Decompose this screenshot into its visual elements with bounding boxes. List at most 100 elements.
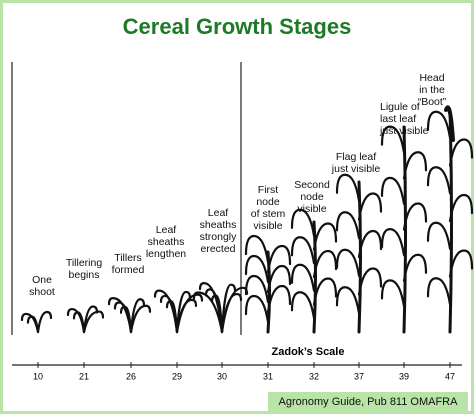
scale-label: 29: [172, 371, 182, 381]
stage-label: of stem: [251, 208, 286, 220]
leaf: [426, 277, 452, 306]
stage-label: visible: [253, 220, 282, 232]
stage-label: sheaths: [148, 236, 185, 248]
leaf: [266, 284, 292, 314]
stage-label: in the: [419, 84, 445, 96]
leaf: [82, 310, 105, 334]
stage-label: Tillering: [66, 257, 103, 269]
leaf: [402, 151, 428, 180]
stage-label: begins: [69, 269, 100, 281]
stage-label: Tillers: [114, 252, 142, 264]
leaf: [220, 283, 237, 334]
scale-title: Zadok’s Scale: [272, 346, 345, 358]
stage-label: Head: [419, 72, 444, 84]
scale-label: 26: [126, 371, 136, 381]
plant: [153, 289, 204, 334]
leaf: [448, 193, 474, 223]
stage-label: shoot: [29, 286, 55, 298]
leaf: [448, 249, 474, 278]
stage-label: lengthen: [146, 248, 186, 260]
stage-label: last leaf: [380, 113, 416, 125]
leaf: [244, 254, 270, 284]
scale-label: 37: [354, 371, 364, 381]
leaf: [335, 248, 361, 277]
plant: [380, 125, 428, 334]
leaf: [357, 229, 383, 259]
scale-label: 39: [399, 371, 409, 381]
leaf: [175, 293, 204, 334]
leaf: [129, 298, 146, 334]
leaf: [153, 289, 179, 334]
stage-label: Leaf: [156, 224, 177, 236]
leaf: [244, 294, 270, 324]
scale-label: 21: [79, 371, 89, 381]
leaf: [290, 208, 316, 237]
plant: [244, 234, 292, 334]
leaf: [380, 279, 406, 308]
leaf: [192, 291, 224, 334]
leaf: [290, 263, 316, 292]
leaf: [402, 202, 428, 231]
source: Agronomy Guide, Pub 811 OMAFRA: [279, 396, 459, 408]
stage-label: Second: [294, 179, 330, 191]
stage-label: sheaths: [200, 219, 237, 231]
leaf: [266, 264, 292, 294]
plant: [66, 305, 105, 334]
scale-label: 31: [263, 371, 273, 381]
stage-label: formed: [112, 264, 145, 276]
leaf: [198, 282, 224, 334]
stage-label: First: [258, 184, 278, 196]
leaf: [426, 166, 452, 195]
leaf: [426, 221, 452, 250]
leaf: [312, 249, 338, 279]
leaf: [380, 125, 406, 154]
leaf: [107, 297, 133, 334]
leaf: [66, 307, 86, 334]
leaf: [448, 138, 474, 167]
leaf: [36, 310, 53, 334]
plant: [290, 208, 338, 334]
plant: [107, 297, 152, 334]
plant: [335, 173, 383, 334]
plant: [192, 282, 249, 334]
leaf: [82, 305, 99, 334]
leaf: [335, 211, 361, 240]
leaf: [335, 286, 361, 315]
leaf: [290, 236, 316, 265]
stage-label: Leaf: [208, 207, 229, 219]
leaf: [380, 228, 406, 257]
leaf: [426, 110, 452, 139]
stage-label: Flag leaf: [336, 151, 376, 163]
scale-label: 47: [445, 371, 455, 381]
leaf: [266, 244, 292, 274]
stage-label: Ligule of: [380, 101, 420, 113]
leaf: [244, 274, 270, 304]
leaf: [312, 222, 338, 251]
title: Cereal Growth Stages: [123, 14, 352, 39]
stage-label: strongly: [200, 231, 238, 243]
stage-label: erected: [200, 243, 235, 255]
leaf: [244, 234, 270, 264]
leaf: [175, 290, 192, 334]
plant: [20, 310, 53, 334]
leaf: [357, 192, 383, 221]
leaf: [402, 253, 428, 282]
leaf: [312, 277, 338, 306]
leaf: [357, 267, 383, 296]
stage-label: just visible: [379, 125, 429, 137]
leaf: [380, 176, 406, 205]
scale-label: 32: [309, 371, 319, 381]
leaf: [129, 304, 152, 334]
scale-label: 30: [217, 371, 227, 381]
plants: [20, 105, 474, 334]
leaf: [335, 173, 361, 202]
stage-label: One: [32, 274, 52, 286]
plant: [426, 105, 474, 334]
leaf: [20, 312, 40, 334]
stage-label: node: [300, 191, 324, 203]
stage-label: visible: [297, 203, 326, 215]
scale-label: 10: [33, 371, 43, 381]
head: [444, 105, 455, 142]
